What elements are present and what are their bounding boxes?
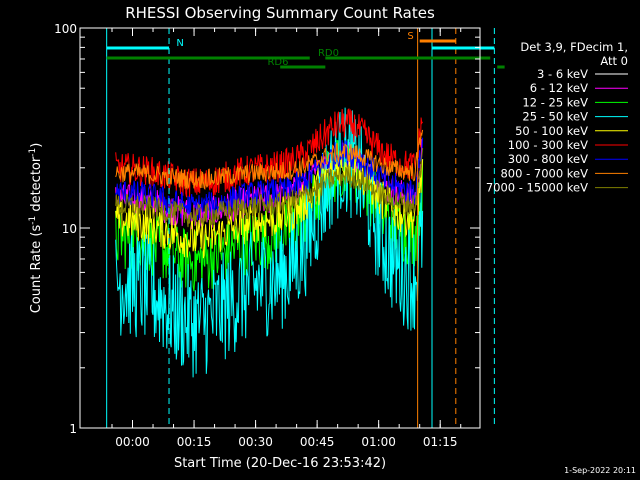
y-axis-label-main: Count Rate (s [29,225,44,314]
x-axis-ticks: 00:00 00:15 00:30 00:45 01:00 01:15 [111,28,462,449]
y-axis-label-end: ) [29,143,44,148]
series-line [115,60,424,106]
y-axis-ticks: 100 10 1 [54,22,480,436]
legend-label: 12 - 25 keV [522,95,588,109]
x-tick-label: 01:15 [423,435,458,449]
legend-label: 25 - 50 keV [522,110,588,124]
legend-label: 3 - 6 keV [537,67,588,81]
footer-timestamp: 1-Sep-2022 20:11 [564,466,636,475]
legend-label: 800 - 7000 keV [500,166,588,180]
legend-label: 7000 - 15000 keV [486,181,588,195]
legend-header-line-1: Det 3,9, FDecim 1, [520,40,628,54]
flag-label: S [407,31,413,42]
y-tick-label: 1 [69,422,77,436]
legend-label: 300 - 800 keV [508,152,588,166]
flag-label: N [176,38,183,49]
legend-label: 6 - 12 keV [530,81,588,95]
legend-header-line-2: Att 0 [600,54,628,68]
flag-label: RD6 [267,57,288,68]
y-axis-label-mid: detector [29,156,44,216]
y-axis-label-sup2: -1 [28,148,38,157]
y-tick-label: 100 [54,22,77,36]
x-axis-label: Start Time (20-Dec-16 23:53:42) [174,456,386,471]
legend-label: 50 - 100 keV [515,124,588,138]
x-tick-label: 00:45 [300,435,335,449]
series-layer [115,60,424,378]
x-tick-label: 00:00 [115,435,150,449]
y-axis-label-sup1: -1 [28,216,38,225]
x-tick-label: 00:15 [177,435,212,449]
legend-label: 100 - 300 keV [508,138,588,152]
series-line [115,129,424,191]
y-axis-label: Count Rate (s-1 detector-1) [28,143,44,314]
flag-layer: N S RD0 RD6 [106,31,505,69]
y-tick-label: 10 [62,222,77,236]
x-tick-label: 00:30 [238,435,273,449]
chart-title: RHESSI Observing Summary Count Rates [125,4,435,22]
x-tick-label: 01:00 [361,435,396,449]
vline-layer [106,28,495,428]
series-line [115,147,424,228]
series-line [115,148,424,259]
flag-label: RD0 [318,48,339,59]
